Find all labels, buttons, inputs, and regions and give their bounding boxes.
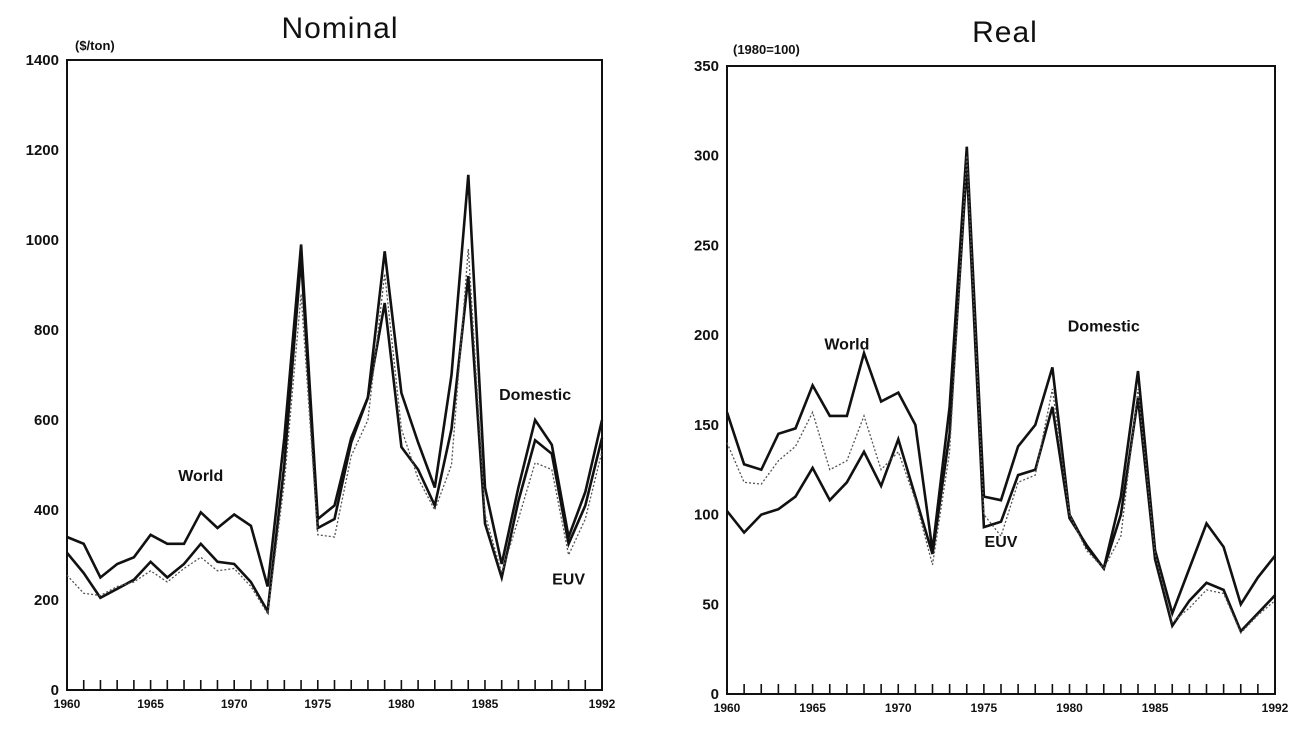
y-tick-label: 150 <box>694 417 719 434</box>
series-line-world <box>725 146 1277 618</box>
x-tick-label: 1975 <box>971 701 998 715</box>
y-tick-label: 350 <box>694 58 719 75</box>
x-tick-label: 1992 <box>589 697 616 711</box>
y-tick-label: 50 <box>702 596 719 613</box>
x-tick-label: 1965 <box>137 697 164 711</box>
y-tick-label: 400 <box>34 502 59 519</box>
x-tick-label: 1960 <box>54 697 81 711</box>
series-line-domestic <box>65 257 604 616</box>
series-line-world <box>66 174 604 587</box>
x-tick-label: 1960 <box>714 701 741 715</box>
y-tick-label: 300 <box>694 148 719 165</box>
x-tick-label: 1970 <box>885 701 912 715</box>
series-line-euv <box>66 248 603 616</box>
series-labels: World Domestic EUV <box>178 387 585 589</box>
y-tick-label: 100 <box>694 507 719 524</box>
y-tick-label: 1200 <box>26 142 59 159</box>
x-tick-label: 1985 <box>472 697 499 711</box>
series-label-euv: EUV <box>552 571 585 588</box>
y-tick-label: 1000 <box>26 232 59 249</box>
y-tick-label: 0 <box>711 686 719 703</box>
series-lines <box>725 146 1277 635</box>
plot-frame <box>726 65 1276 695</box>
y-tick-label: 600 <box>34 412 59 429</box>
series-label-world: World <box>824 336 869 353</box>
x-tick-label: 1965 <box>799 701 826 715</box>
y-axis: 0 50 100 150 200 250 300 350 <box>694 58 719 703</box>
series-line-euv <box>726 155 1276 635</box>
x-tick-label: 1980 <box>1056 701 1083 715</box>
series-line-domestic <box>725 164 1276 634</box>
plot-frame <box>66 59 603 691</box>
x-axis: 1960 1965 1970 1975 1980 1985 1992 <box>714 684 1289 715</box>
y-tick-label: 200 <box>694 327 719 344</box>
series-label-world: World <box>178 468 223 485</box>
chart-title: Nominal <box>281 12 398 45</box>
x-axis: 1960 1965 1970 1975 1980 1985 1992 <box>54 680 616 711</box>
x-tick-label: 1980 <box>388 697 415 711</box>
y-tick-label: 250 <box>694 237 719 254</box>
series-labels: World Domestic EUV <box>824 319 1140 551</box>
y-axis-unit: (1980=100) <box>733 42 800 57</box>
chart-title: Real <box>972 16 1038 49</box>
x-tick-label: 1992 <box>1262 701 1289 715</box>
x-tick-label: 1975 <box>304 697 331 711</box>
series-lines <box>65 174 604 616</box>
y-axis: 0 200 400 600 800 1000 1200 1400 <box>26 52 59 699</box>
series-label-domestic: Domestic <box>1068 319 1140 336</box>
y-tick-label: 1400 <box>26 52 59 69</box>
series-label-euv: EUV <box>985 534 1018 551</box>
y-tick-label: 0 <box>51 682 59 699</box>
y-axis-unit: ($/ton) <box>75 38 115 53</box>
real-chart: Real (1980=100) 0 50 100 150 200 250 300 350 19… <box>694 16 1289 715</box>
x-tick-label: 1985 <box>1142 701 1169 715</box>
y-tick-label: 200 <box>34 592 59 609</box>
series-label-domestic: Domestic <box>499 387 571 404</box>
y-tick-label: 800 <box>34 322 59 339</box>
nominal-chart: Nominal ($/ton) 0 200 400 600 800 1000 1200 140… <box>26 12 616 711</box>
x-tick-label: 1970 <box>221 697 248 711</box>
